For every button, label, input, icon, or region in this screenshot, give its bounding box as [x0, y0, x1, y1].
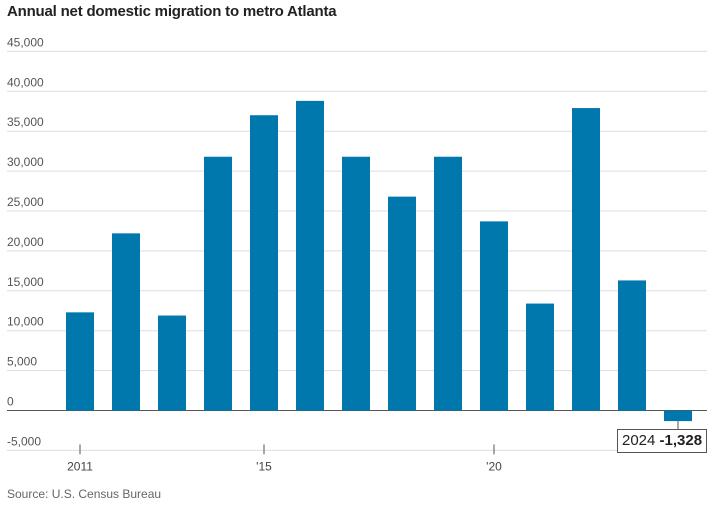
bar-2013 — [158, 315, 186, 411]
bar-2024 — [664, 410, 692, 422]
y-axis-labels: 45,000 40,000 35,000 30,000 25,000 20,000 15,0… — [7, 35, 44, 448]
y-tick-label: 35,000 — [7, 115, 44, 129]
bar-2014 — [204, 156, 232, 411]
bar-2022 — [572, 108, 600, 411]
bar-2016 — [296, 100, 324, 411]
y-tick-label: 30,000 — [7, 155, 44, 169]
y-tick-label: 25,000 — [7, 195, 44, 209]
bar-2015 — [250, 115, 278, 411]
y-tick-label: 45,000 — [7, 35, 44, 49]
source-note: Source: U.S. Census Bureau — [7, 487, 162, 501]
bar-2017 — [342, 156, 370, 411]
annotation-year: 2024 — [622, 432, 656, 449]
y-tick-label: 5,000 — [7, 355, 37, 369]
bar-2021 — [526, 303, 554, 411]
annotation-value: -1,328 — [659, 432, 703, 449]
bar-2011 — [66, 312, 94, 411]
y-tick-label: 20,000 — [7, 235, 44, 249]
chart-title: Annual net domestic migration to metro A… — [7, 3, 337, 20]
bar-2012 — [112, 233, 140, 411]
bar-2018 — [388, 196, 416, 411]
bar-2019 — [434, 156, 462, 411]
y-tick-label: -5,000 — [7, 434, 41, 448]
x-axis: 2011 '15 '20 — [67, 421, 679, 473]
y-tick-label: 40,000 — [7, 75, 44, 89]
y-tick-label: 15,000 — [7, 275, 44, 289]
bars — [66, 100, 692, 422]
x-tick-label: '20 — [486, 459, 502, 473]
y-tick-label: 10,000 — [7, 315, 44, 329]
bar-2023 — [618, 280, 646, 411]
bar-2020 — [480, 221, 508, 411]
x-tick-label: '15 — [256, 459, 272, 473]
y-tick-label: 0 — [7, 395, 14, 409]
x-tick-label: 2011 — [67, 459, 93, 473]
last-value-annotation: 2024 -1,328 — [617, 429, 708, 453]
